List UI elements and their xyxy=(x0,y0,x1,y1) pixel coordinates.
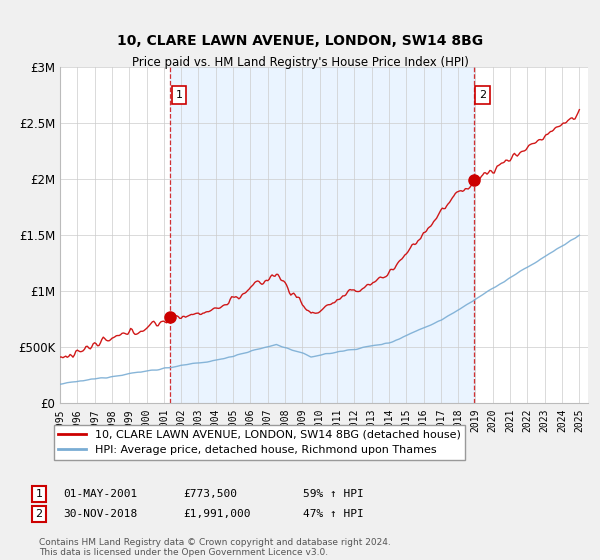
Text: 10, CLARE LAWN AVENUE, LONDON, SW14 8BG: 10, CLARE LAWN AVENUE, LONDON, SW14 8BG xyxy=(117,34,483,48)
Text: 01-MAY-2001: 01-MAY-2001 xyxy=(63,489,137,499)
Text: 1: 1 xyxy=(175,90,182,100)
Text: 2: 2 xyxy=(479,90,487,100)
Text: Price paid vs. HM Land Registry's House Price Index (HPI): Price paid vs. HM Land Registry's House … xyxy=(131,56,469,69)
Text: 59% ↑ HPI: 59% ↑ HPI xyxy=(303,489,364,499)
Text: £773,500: £773,500 xyxy=(183,489,237,499)
Text: £1,991,000: £1,991,000 xyxy=(183,509,251,519)
Text: 1: 1 xyxy=(35,489,43,499)
Text: Contains HM Land Registry data © Crown copyright and database right 2024.
This d: Contains HM Land Registry data © Crown c… xyxy=(39,538,391,557)
Bar xyxy=(170,67,474,403)
Text: 30-NOV-2018: 30-NOV-2018 xyxy=(63,509,137,519)
Text: 2: 2 xyxy=(35,509,43,519)
Legend: 10, CLARE LAWN AVENUE, LONDON, SW14 8BG (detached house), HPI: Average price, de: 10, CLARE LAWN AVENUE, LONDON, SW14 8BG … xyxy=(53,425,465,460)
Text: 47% ↑ HPI: 47% ↑ HPI xyxy=(303,509,364,519)
